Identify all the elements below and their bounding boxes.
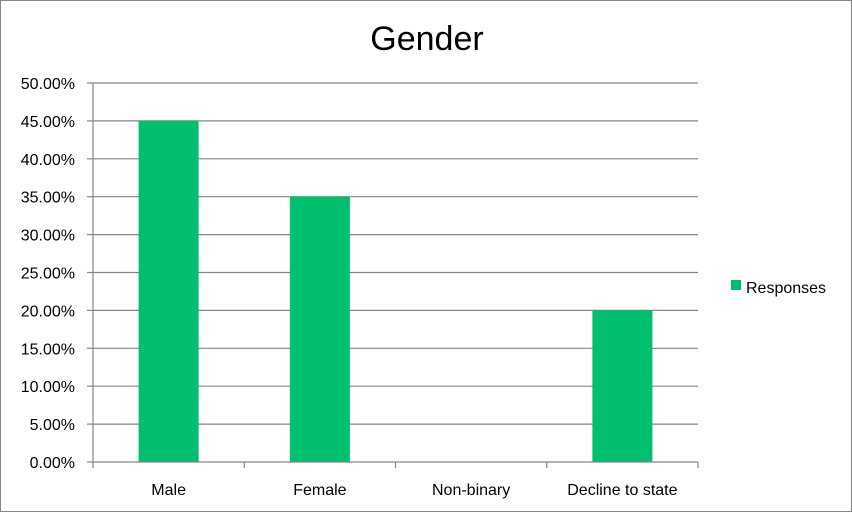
y-axis-tick-labels: 0.00% 5.00% 10.00% 15.00% 20.00% 25.00% 30.00%… — [21, 76, 75, 472]
x-tick-label: Decline to state — [567, 482, 677, 499]
y-tick-label: 35.00% — [21, 190, 75, 207]
legend: Responses — [731, 280, 826, 297]
x-axis-tick-labels: Male Female Non-binary Decline to state — [151, 482, 677, 499]
y-tick-label: 25.00% — [21, 266, 75, 283]
bars — [138, 120, 653, 463]
y-tick-label: 20.00% — [21, 303, 75, 320]
y-tick-label: 45.00% — [21, 114, 75, 131]
y-tick-label: 0.00% — [30, 455, 75, 472]
legend-swatch-responses — [731, 280, 741, 290]
chart-title: Gender — [370, 20, 483, 58]
bar-female — [289, 196, 350, 462]
y-tick-label: 50.00% — [21, 76, 75, 93]
y-tick-label: 40.00% — [21, 152, 75, 169]
y-tick-label: 5.00% — [30, 417, 75, 434]
bar-male — [138, 120, 199, 463]
legend-label-responses: Responses — [746, 280, 826, 297]
bar-decline-to-state — [592, 310, 653, 462]
y-tick-label: 30.00% — [21, 228, 75, 245]
y-tick-label: 10.00% — [21, 379, 75, 396]
x-tick-label: Female — [293, 482, 346, 499]
axes — [87, 82, 699, 468]
x-tick-label: Non-binary — [432, 482, 510, 499]
x-tick-label: Male — [151, 482, 186, 499]
y-tick-label: 15.00% — [21, 341, 75, 358]
